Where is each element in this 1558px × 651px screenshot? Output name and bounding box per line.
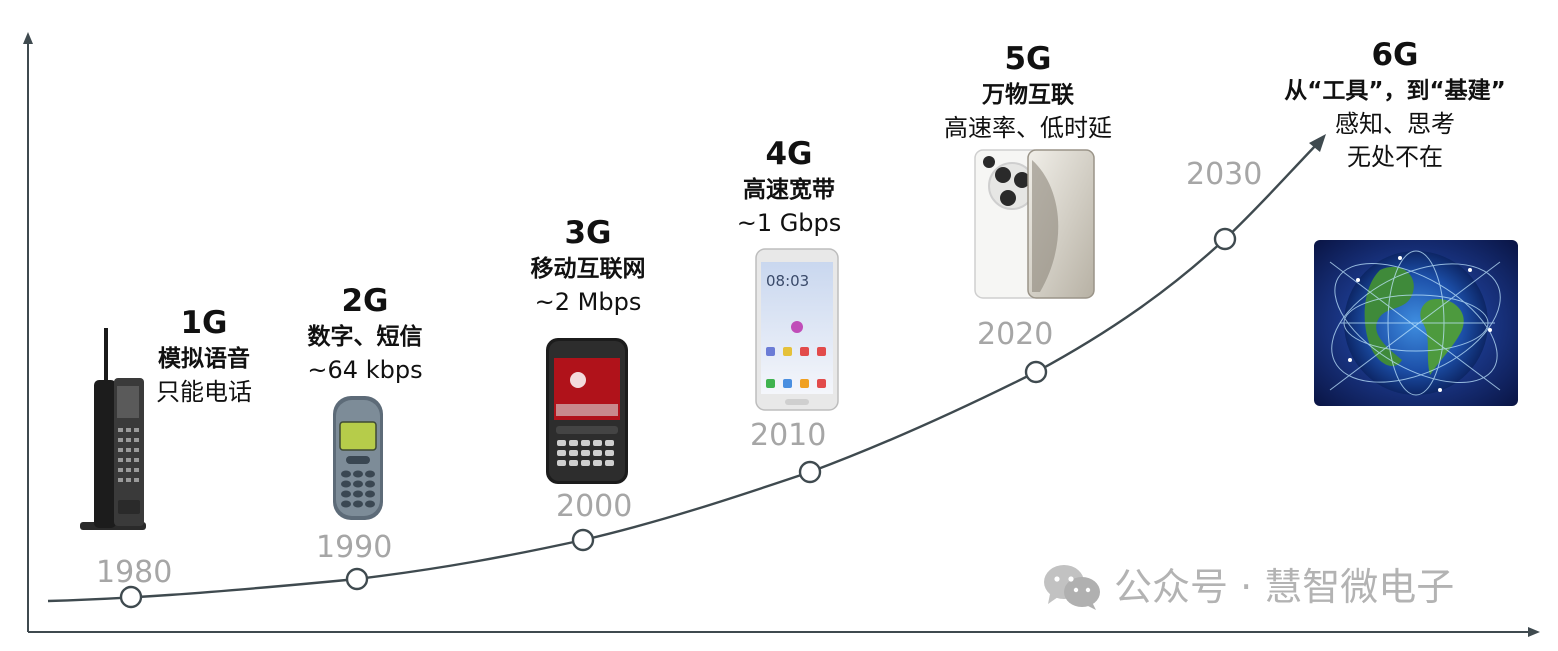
5g-smartphone-icon [974,149,1095,299]
touchscreen-phone-icon: 08:03 [755,248,839,411]
year-label-2030: 2030 [1186,157,1263,192]
gen-1g-detail: 只能电话 [156,378,252,406]
brick-phone-icon [80,328,146,530]
year-label-2010: 2010 [750,418,827,453]
gen-2g-tagline: 数字、短信 [307,324,423,350]
gen-4g-title: 4G [765,136,813,172]
gen-3g-detail: ~2 Mbps [534,288,642,316]
timeline-node-2000 [571,528,595,552]
gen-6g-title: 6G [1371,37,1419,73]
gen-1g-label-group: 1G 模拟语音 只能电话 [134,304,274,409]
watermark-text: 公众号 · 慧智微电子 [1114,565,1455,609]
blackberry-phone-icon [546,338,628,484]
gen-6g-detail-2: 无处不在 [1347,143,1443,171]
year-label-1990: 1990 [316,530,393,565]
year-label-2000: 2000 [556,489,633,524]
year-label-2020: 2020 [977,317,1054,352]
timeline-node-2010 [798,460,822,484]
gen-4g-detail: ~1 Gbps [736,209,842,237]
gen-3g-tagline: 移动互联网 [530,256,646,282]
gen-6g-detail: 感知、思考 [1335,110,1455,138]
gen-5g-detail: 高速率、低时延 [944,114,1112,142]
gen-2g-title: 2G [341,283,389,319]
wechat-icon [1044,565,1100,610]
gen-3g-title: 3G [564,215,612,251]
gen-2g-detail: ~64 kbps [307,356,423,384]
timeline-node-2020 [1024,360,1048,384]
growth-curve [47,142,1319,603]
gen-1g-title: 1G [180,305,228,341]
gen-5g-tagline: 万物互联 [982,82,1074,108]
gen-3g-label-group: 3G 移动互联网 ~2 Mbps [508,214,668,319]
gen-4g-label-group: 4G 高速宽带 ~1 Gbps [719,135,859,240]
year-label-1980: 1980 [96,555,173,590]
gen-1g-tagline: 模拟语音 [158,346,250,372]
gen-2g-label-group: 2G 数字、短信 ~64 kbps [285,282,445,387]
gen-5g-title: 5G [1004,41,1052,77]
timeline-node-1990 [345,567,369,591]
phone-screen-time: 08:03 [766,272,809,290]
gen-6g-tagline: 从“工具”，到“基建” [1284,78,1506,104]
timeline-node-2030 [1213,227,1237,251]
y-axis-arrowhead [23,32,33,44]
candybar-phone-icon [333,396,383,520]
curve-arrowhead [1309,134,1326,152]
connected-globe-icon [1314,240,1518,406]
watermark: 公众号 · 慧智微电子 [1040,562,1454,612]
gen-5g-label-group: 5G 万物互联 高速率、低时延 [918,40,1138,145]
gen-4g-tagline: 高速宽带 [743,177,835,203]
timeline-node-1980 [119,585,143,609]
x-axis-arrowhead [1528,627,1540,637]
gen-6g-label-group: 6G 从“工具”，到“基建” 感知、思考 无处不在 [1240,36,1550,174]
